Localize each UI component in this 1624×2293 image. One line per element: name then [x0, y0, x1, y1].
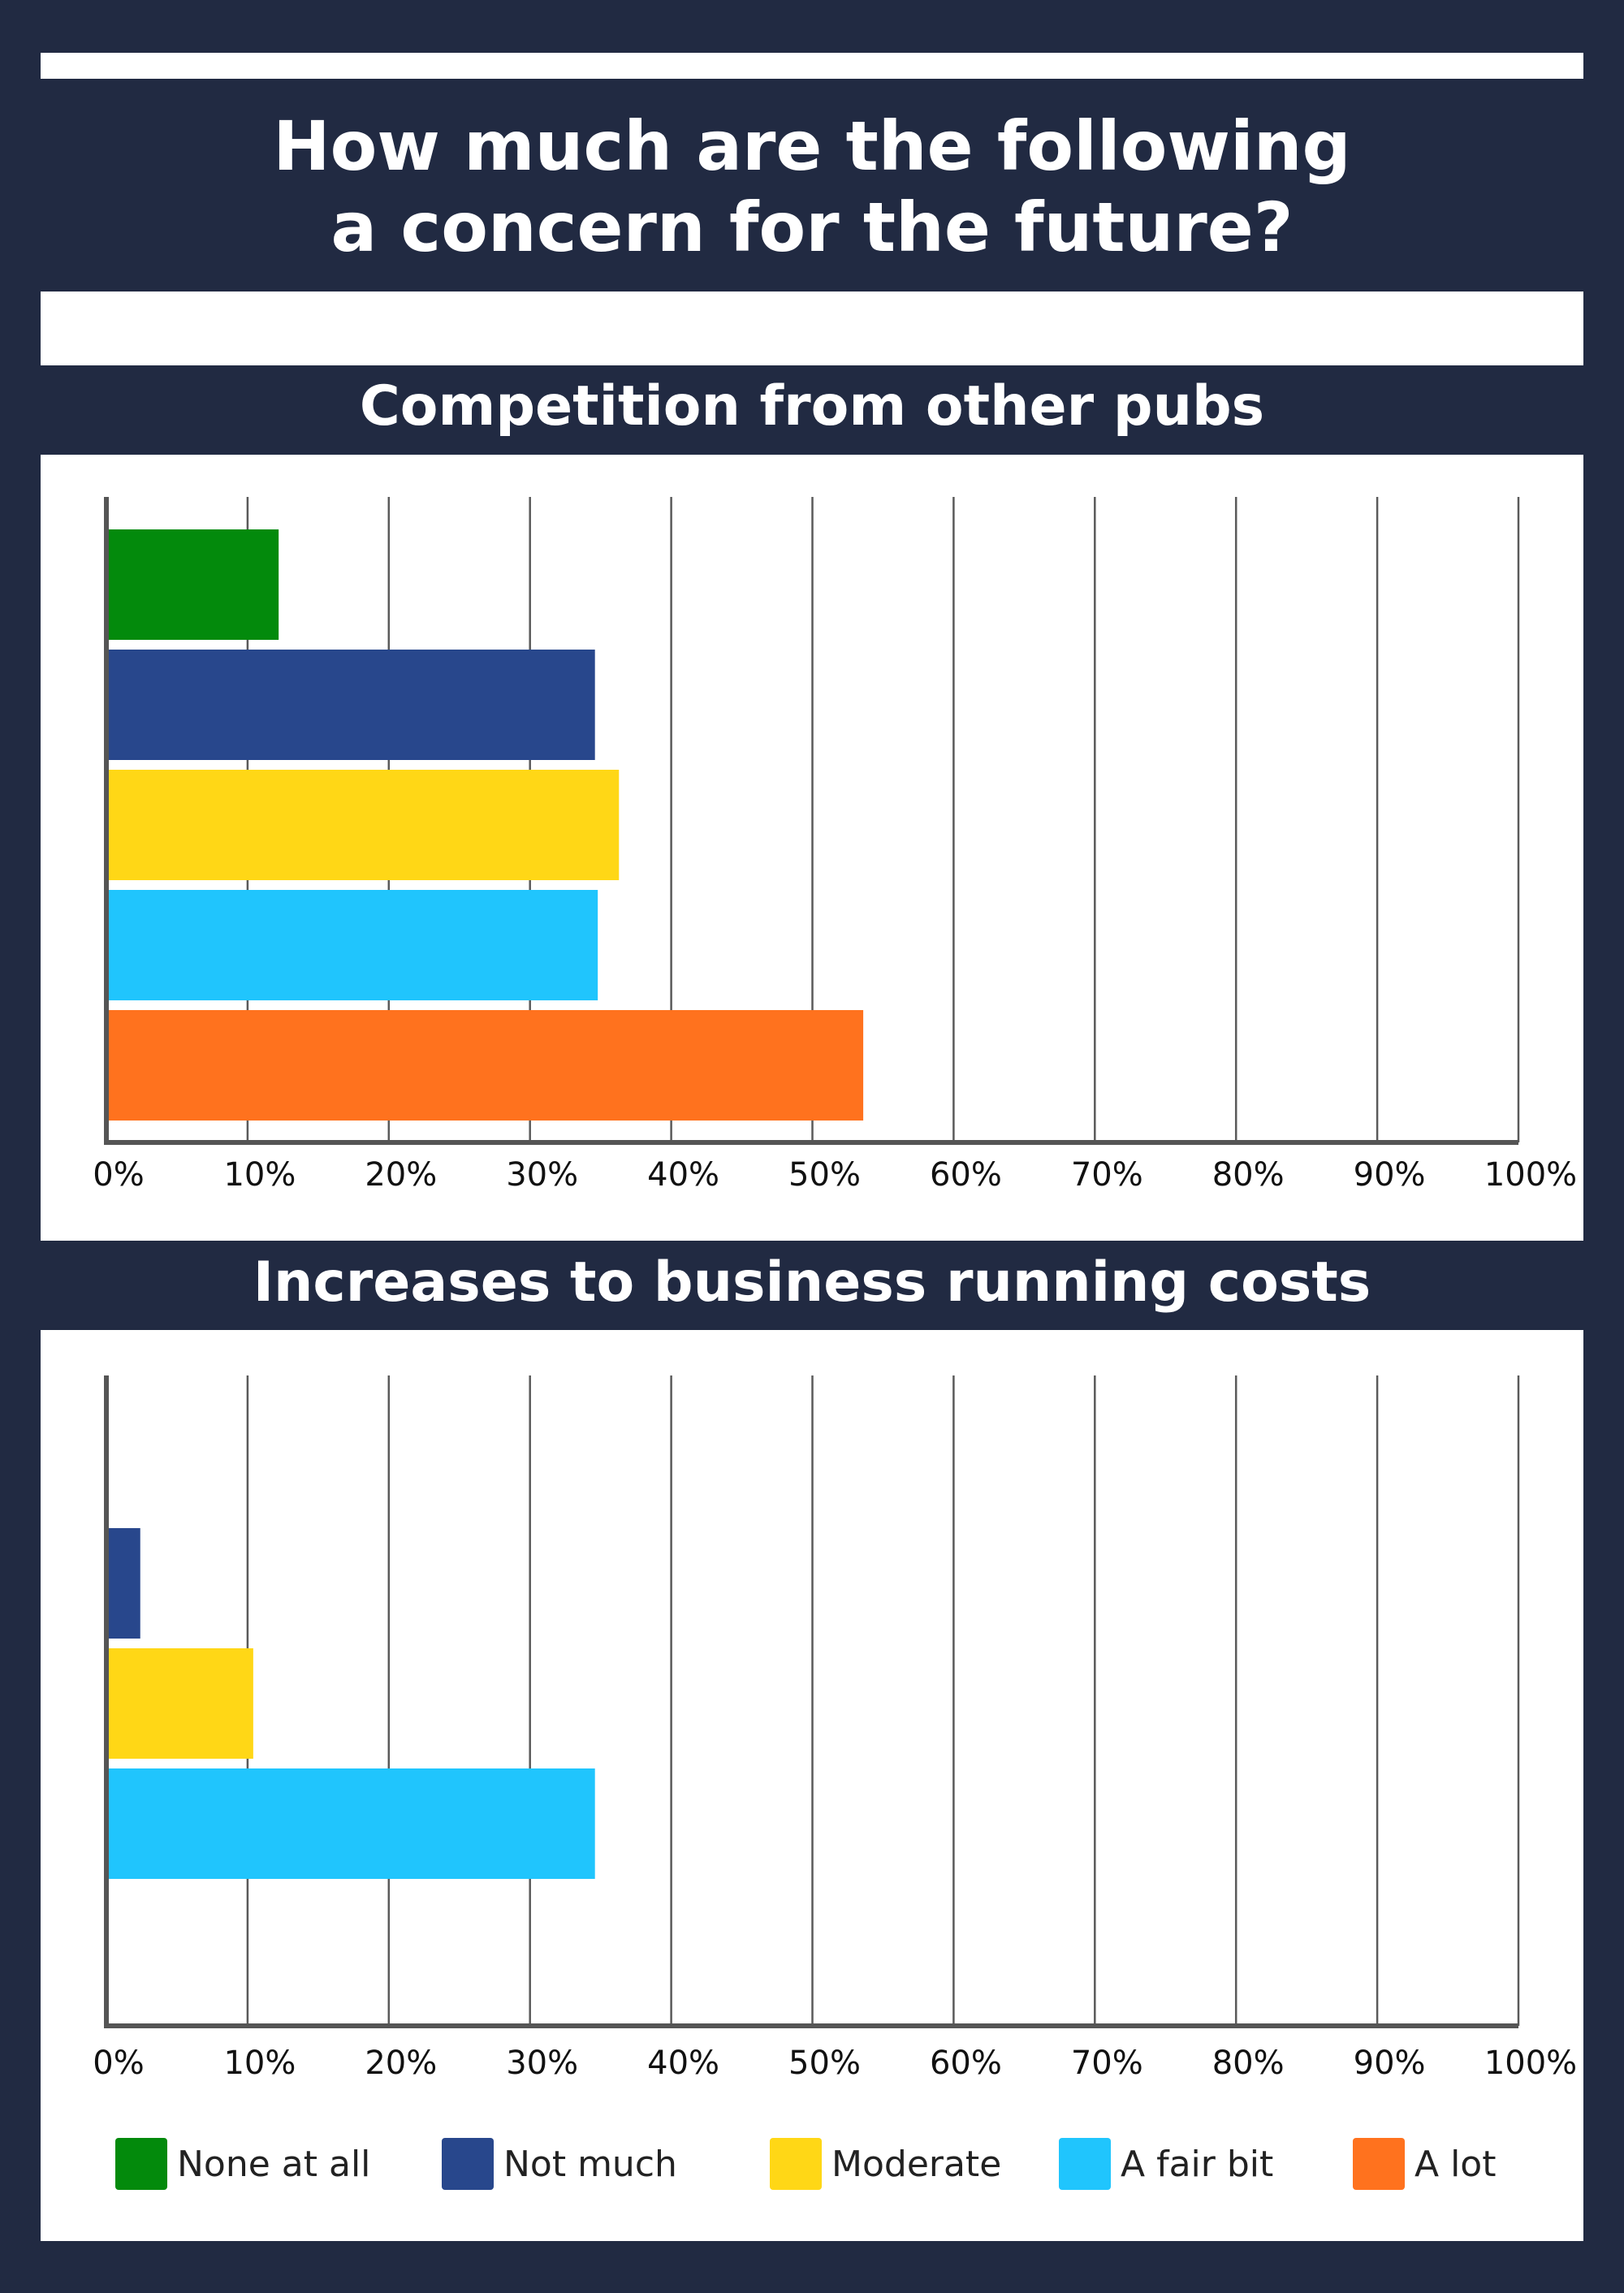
x-tick-label: 80%	[1212, 2045, 1285, 2082]
bar-not-much	[106, 650, 595, 760]
x-tick-label: 60%	[930, 2045, 1002, 2082]
legend-swatch	[115, 2138, 167, 2190]
x-tick-label: 40%	[647, 1156, 719, 1194]
chart1-title: Competition from other pubs	[359, 374, 1265, 438]
x-tick-label: 60%	[930, 1156, 1002, 1194]
x-tick-label: 30%	[506, 2045, 578, 2082]
legend: None at all Not much Moderate A fair bit…	[0, 2137, 1624, 2194]
legend-swatch	[442, 2138, 494, 2190]
x-tick-label: 40%	[647, 2045, 719, 2082]
x-tick-label: 80%	[1212, 1156, 1285, 1194]
legend-item-a-lot: A lot	[1353, 2137, 1496, 2191]
x-tick-label: 50%	[788, 1156, 861, 1194]
separator-band	[41, 291, 1583, 365]
x-tick-label: 20%	[365, 2045, 437, 2082]
x-tick-label: 10%	[223, 2045, 296, 2082]
legend-item-not-much: Not much	[442, 2137, 677, 2191]
bar-none-at-all	[106, 529, 279, 640]
title-line-1: How much are the following	[273, 106, 1351, 186]
chart2-title: Increases to business running costs	[253, 1250, 1371, 1315]
legend-swatch	[1353, 2138, 1405, 2190]
legend-item-a-fair-bit: A fair bit	[1059, 2137, 1273, 2191]
bar-a-fair-bit	[106, 890, 598, 1000]
x-tick-label: 30%	[506, 1156, 578, 1194]
bar-a-lot	[106, 1010, 864, 1121]
x-tick-label: 0%	[93, 2045, 144, 2082]
x-tick-label: 10%	[223, 1156, 296, 1194]
x-tick-label: 90%	[1354, 2045, 1426, 2082]
title-line-2: a concern for the future?	[330, 188, 1294, 267]
x-tick-label: 20%	[365, 1156, 437, 1194]
x-tick-label: 50%	[788, 2045, 861, 2082]
bar-not-much	[106, 1528, 140, 1639]
bar-a-fair-bit	[106, 1768, 595, 1879]
bar-moderate	[106, 1648, 253, 1759]
x-tick-label: 70%	[1071, 1156, 1143, 1194]
x-tick-label: 0%	[93, 1156, 144, 1194]
top-band	[41, 53, 1583, 79]
bar-moderate	[106, 770, 620, 880]
x-tick-label: 100%	[1484, 1156, 1577, 1194]
x-tick-label: 90%	[1354, 1156, 1426, 1194]
legend-item-moderate: Moderate	[770, 2137, 1001, 2191]
legend-swatch	[770, 2138, 822, 2190]
x-tick-label: 70%	[1071, 2045, 1143, 2082]
x-tick-label: 100%	[1484, 2045, 1577, 2082]
legend-swatch	[1059, 2138, 1111, 2190]
legend-item-none-at-all: None at all	[115, 2137, 370, 2191]
